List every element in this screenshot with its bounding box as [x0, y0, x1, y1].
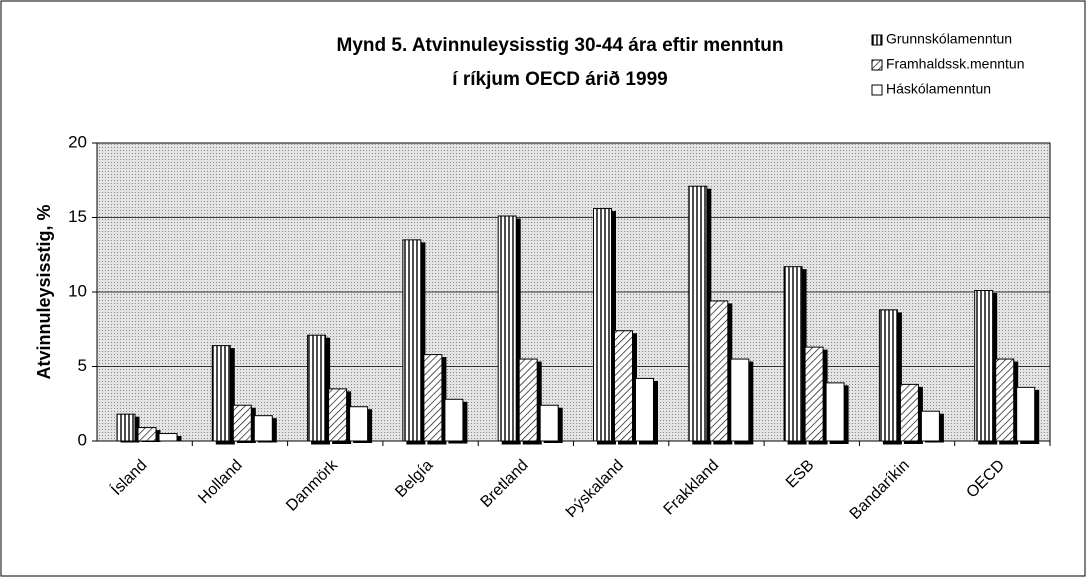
x-tick-label: Þýskaland [563, 457, 627, 521]
bar [211, 345, 231, 442]
legend-label: Háskólamenntun [886, 81, 991, 97]
bar [974, 290, 994, 442]
bar [402, 239, 422, 442]
bar [444, 398, 464, 442]
bar [995, 358, 1015, 442]
x-tick-label: Danmörk [283, 456, 342, 515]
x-tick-label: Holland [195, 457, 245, 507]
bar [158, 433, 178, 442]
bar [709, 300, 729, 442]
bar [328, 388, 348, 442]
legend-label: Framhaldssk.menntun [886, 56, 1025, 72]
bar [635, 377, 654, 442]
bar [307, 334, 327, 442]
chart-title: í ríkjum OECD árið 1999 [452, 69, 667, 90]
y-tick-label: 5 [78, 356, 87, 375]
x-tick-label: Frakkland [661, 457, 723, 519]
bar [804, 346, 824, 442]
legend-label: Grunnskólamenntun [886, 31, 1012, 47]
y-tick-label: 15 [68, 207, 87, 226]
y-tick-label: 10 [68, 281, 87, 300]
y-axis-label: Atvinnuleysisstig, % [34, 204, 54, 379]
bar [518, 358, 538, 442]
x-tick-label: Ísland [107, 455, 151, 499]
bar [349, 406, 369, 442]
bar [593, 208, 612, 442]
x-tick-label: ESB [783, 457, 818, 492]
bar [920, 410, 940, 442]
bar [878, 309, 898, 442]
bar [137, 427, 157, 442]
legend-swatch [871, 84, 883, 96]
bar [730, 358, 750, 442]
bar [116, 413, 136, 442]
legend-swatch [871, 34, 883, 46]
bar [1016, 386, 1036, 442]
bar [539, 404, 559, 442]
bar [899, 383, 919, 442]
chart-title: Mynd 5. Atvinnuleysisstig 30-44 ára efti… [337, 35, 784, 56]
bar [253, 415, 273, 442]
x-tick-label: Belgía [392, 457, 436, 501]
bar [688, 185, 708, 442]
bar [614, 330, 633, 442]
bar [497, 215, 517, 442]
bar [825, 382, 845, 442]
legend-swatch [871, 59, 883, 71]
x-tick-label: Bretland [478, 457, 532, 511]
y-tick-label: 20 [68, 132, 87, 151]
y-tick-label: 0 [78, 430, 87, 449]
x-tick-label: Bandaríkin [847, 457, 913, 523]
bar [783, 266, 803, 442]
x-tick-label: OECD [963, 457, 1008, 502]
bar [423, 354, 443, 442]
bar [232, 404, 252, 442]
